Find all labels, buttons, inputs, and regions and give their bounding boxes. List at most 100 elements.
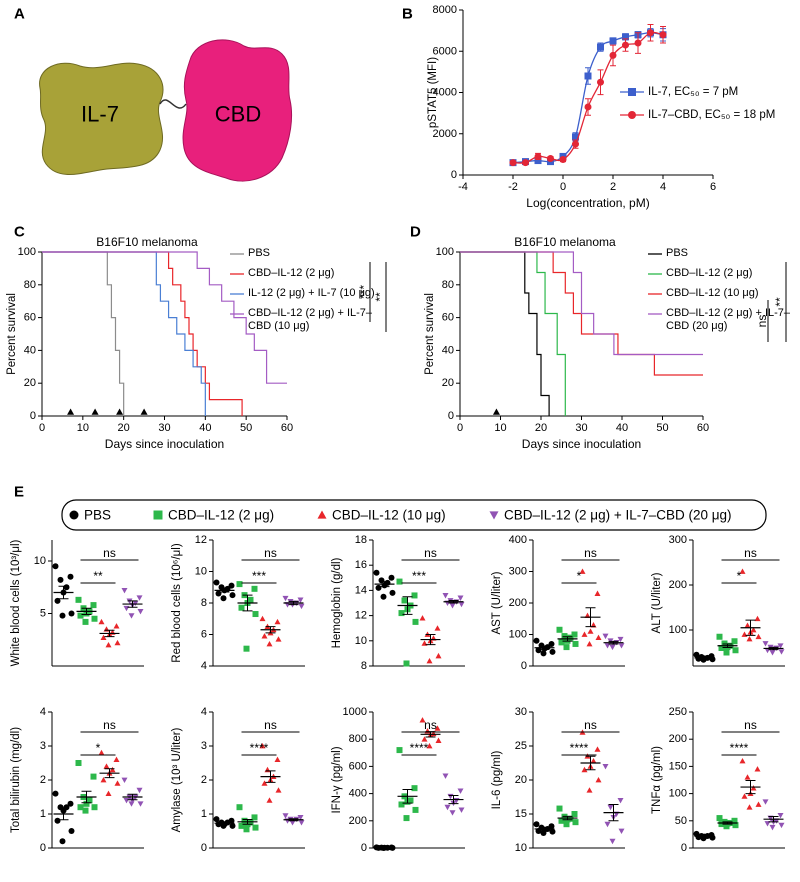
data-point <box>567 634 574 641</box>
data-point <box>458 601 465 608</box>
y-tick-label: 150 <box>669 760 687 772</box>
significance-label: **** <box>250 741 269 755</box>
survival-curve <box>460 251 566 416</box>
data-point <box>739 757 746 764</box>
fit-curve <box>512 31 664 164</box>
data-point <box>750 627 757 633</box>
data-point <box>243 826 250 833</box>
error-bar <box>699 656 710 659</box>
error-bar <box>745 619 756 636</box>
error-bar <box>242 818 253 825</box>
data-point <box>584 103 592 111</box>
legend-label: CBD–IL-12 (2 μg) <box>666 267 753 279</box>
y-tick-label: 15 <box>515 808 527 820</box>
x-tick-label: 30 <box>575 422 587 434</box>
data-point <box>77 612 84 619</box>
error-bar <box>402 789 413 804</box>
data-point <box>388 574 395 581</box>
y-axis-label: Total bilirubin (mg/dl) <box>10 727 22 833</box>
data-point <box>744 774 751 780</box>
y-axis-label: pSTAT5 (MFI) <box>427 57 439 128</box>
error-bar <box>219 588 230 593</box>
data-point <box>68 828 75 834</box>
y-tick-label: 400 <box>509 534 527 546</box>
data-point <box>739 568 746 574</box>
x-tick-label: 20 <box>118 422 130 434</box>
y-axis-label: Hemoglobin (g/dl) <box>331 557 343 648</box>
y-tick-label: 200 <box>669 579 687 591</box>
data-point <box>215 590 222 597</box>
legend-label: CBD–IL-12 (2 μg) <box>248 267 335 279</box>
data-point <box>396 578 403 585</box>
data-point <box>421 736 428 742</box>
data-point <box>229 592 236 599</box>
data-point <box>442 773 449 779</box>
data-point <box>54 817 61 824</box>
data-point <box>769 824 776 831</box>
data-point <box>282 595 289 602</box>
error-bar <box>768 815 779 823</box>
data-point <box>572 640 579 647</box>
data-point <box>91 615 98 622</box>
x-tick-label: 6 <box>710 181 716 193</box>
significance-label: ns <box>584 546 597 560</box>
data-point <box>609 51 617 59</box>
y-axis-label: Red blood cells (10⁶/μl) <box>171 543 183 663</box>
data-point <box>762 641 769 647</box>
legend-label-box: CBD–IL-12 (2 μg) + IL-7–CBD (20 μg) <box>666 307 790 332</box>
y-tick-label: 10 <box>34 555 46 567</box>
error-bar <box>448 599 459 604</box>
y-tick-label: 0 <box>451 169 457 181</box>
data-point <box>723 649 730 656</box>
y-axis-label: AST (U/liter) <box>491 571 503 634</box>
y-tick-label: 50 <box>675 815 687 827</box>
data-point <box>411 592 418 599</box>
data-point <box>298 603 305 610</box>
x-tick-label: 10 <box>494 422 506 434</box>
y-tick-label: 800 <box>349 733 367 745</box>
data-point <box>434 625 441 631</box>
linker <box>159 99 187 109</box>
panel-label: A <box>14 6 25 23</box>
data-point <box>419 615 426 621</box>
data-point <box>731 638 738 645</box>
y-tick-label: 12 <box>355 610 367 622</box>
x-tick-label: 60 <box>697 422 709 434</box>
x-tick-label: 50 <box>656 422 668 434</box>
data-point <box>607 804 614 811</box>
survival-curve <box>42 251 125 416</box>
y-tick-label: 80 <box>24 279 36 291</box>
panel-label: C <box>14 224 25 241</box>
legend-label: IL-12 (2 μg) + IL-7 (10 μg) <box>248 287 375 299</box>
data-point <box>609 644 616 651</box>
x-tick-label: 0 <box>560 181 566 193</box>
y-tick-label: 3 <box>40 740 46 752</box>
chart-title: B16F10 melanoma <box>96 235 198 249</box>
data-point <box>435 652 442 659</box>
y-tick-label: 300 <box>509 566 527 578</box>
y-tick-label: 400 <box>349 788 367 800</box>
treatment-marker <box>91 408 99 415</box>
error-bar <box>608 640 619 645</box>
y-tick-label: 2 <box>201 774 207 786</box>
diagram-label: CBD <box>215 102 261 127</box>
significance-label: ns <box>264 718 277 732</box>
diagram-label: IL-7 <box>81 102 119 127</box>
data-point <box>251 585 258 592</box>
data-point <box>121 777 128 783</box>
data-point <box>586 640 593 647</box>
data-point <box>754 615 761 622</box>
data-point <box>105 790 112 796</box>
data-point <box>587 628 594 634</box>
y-tick-label: 5 <box>40 608 46 620</box>
data-point <box>403 815 410 822</box>
data-point <box>767 815 774 822</box>
data-point <box>618 828 625 834</box>
data-point <box>750 785 757 791</box>
y-tick-label: 100 <box>436 246 454 258</box>
legend-label: PBS <box>84 508 111 523</box>
data-point <box>602 633 609 640</box>
panel-label: D <box>410 224 421 241</box>
y-tick-label: 4000 <box>433 87 457 99</box>
significance-label: ns <box>744 718 757 732</box>
